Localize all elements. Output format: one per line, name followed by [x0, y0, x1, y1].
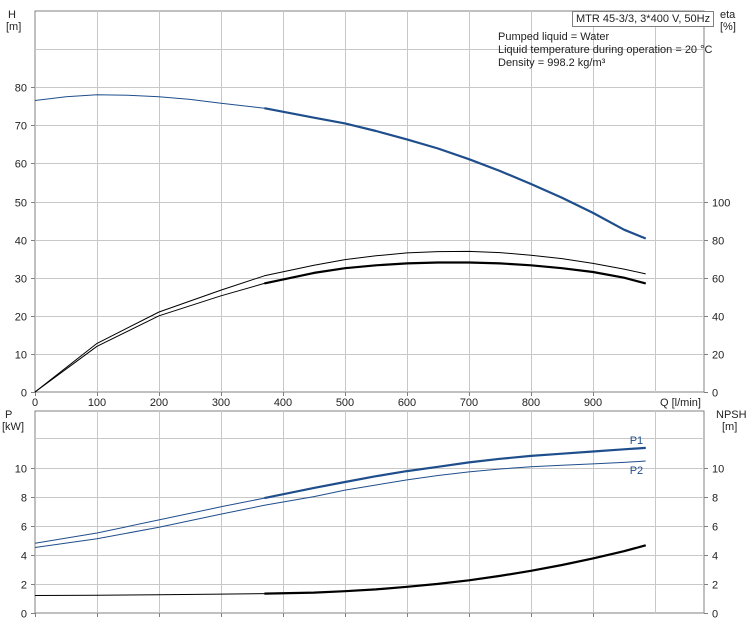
- upper-right-tick-label: 80: [712, 236, 724, 248]
- upper-left-tick-label: 80: [15, 83, 27, 95]
- upper-left-axis-unit: [m]: [6, 21, 21, 33]
- upper-left-tick-label: 20: [15, 312, 27, 324]
- upper-plot-frame: [34, 10, 705, 393]
- x-tick-label: 600: [398, 397, 416, 409]
- series-H-line: [34, 94, 646, 239]
- upper-left-axis-title: H: [8, 9, 16, 21]
- x-tick-label: 800: [522, 397, 540, 409]
- x-axis-label: Q [l/min]: [660, 397, 701, 409]
- series-eta_lower-operating-range: [264, 261, 646, 285]
- series-P2-label: P2: [630, 465, 643, 477]
- lower-left-axis-unit: [kW]: [2, 421, 24, 433]
- lower-left-tick-label: 0: [21, 609, 27, 621]
- density-text: Density = 998.2 kg/m³: [498, 57, 606, 69]
- lower-right-tick-label: 2: [712, 580, 718, 592]
- x-tick-label: 700: [460, 397, 478, 409]
- series-P2-line: [34, 460, 646, 548]
- x-tick-label: 0: [32, 397, 38, 409]
- lower-plot-frame: [34, 410, 705, 614]
- lower-left-tick-label: 4: [21, 551, 27, 563]
- x-tick-label: 200: [150, 397, 168, 409]
- upper-left-tick-label: 30: [15, 274, 27, 286]
- lower-right-tick-label: 10: [712, 464, 724, 476]
- lower-left-tick-label: 8: [21, 493, 27, 505]
- lower-right-tick-label: 8: [712, 493, 718, 505]
- upper-left-tick-label: 60: [15, 159, 27, 171]
- series-P1-label: P1: [630, 435, 643, 447]
- upper-right-tick-label: 20: [712, 350, 724, 362]
- upper-right-tick-label: 0: [712, 388, 718, 400]
- lower-right-tick-label: 4: [712, 551, 718, 563]
- upper-right-axis-unit: [%]: [720, 21, 736, 33]
- x-tick-label: 500: [336, 397, 354, 409]
- series-H-operating-range: [264, 107, 647, 240]
- lower-right-tick-label: 6: [712, 522, 718, 534]
- upper-right-tick-label: 60: [712, 274, 724, 286]
- lower-left-axis-title: P: [5, 409, 12, 421]
- series-P1-line: [34, 447, 646, 544]
- lower-left-tick-label: 2: [21, 580, 27, 592]
- lower-left-tick-label: 6: [21, 522, 27, 534]
- upper-right-tick-label: 40: [712, 312, 724, 324]
- pump-model-label: MTR 45-3/3, 3*400 V, 50Hz: [572, 11, 715, 27]
- x-tick-label: 400: [274, 397, 292, 409]
- upper-right-tick-label: 100: [712, 198, 730, 210]
- upper-left-tick-label: 40: [15, 236, 27, 248]
- lower-right-axis-unit: [m]: [722, 421, 737, 433]
- upper-left-tick-label: 0: [21, 388, 27, 400]
- series-eta_upper-line: [34, 250, 646, 393]
- lower-right-tick-label: 0: [712, 609, 718, 621]
- x-tick-label: 100: [88, 397, 106, 409]
- upper-right-axis-title: eta: [720, 9, 736, 21]
- lower-right-axis-title: NPSH: [716, 409, 747, 421]
- x-tick-label: 900: [584, 397, 602, 409]
- liquid-temperature-text: Liquid temperature during operation = 20…: [498, 44, 713, 56]
- series-NPSH-operating-range: [264, 544, 646, 595]
- upper-left-tick-label: 10: [15, 350, 27, 362]
- pumped-liquid-text: Pumped liquid = Water: [498, 31, 610, 43]
- series-P1-operating-range: [264, 446, 646, 500]
- upper-left-tick-label: 70: [15, 121, 27, 133]
- x-tick-label: 300: [212, 397, 230, 409]
- series-NPSH-line: [34, 544, 646, 596]
- series-eta_lower-line: [34, 262, 646, 393]
- upper-left-tick-label: 50: [15, 198, 27, 210]
- lower-left-tick-label: 10: [15, 464, 27, 476]
